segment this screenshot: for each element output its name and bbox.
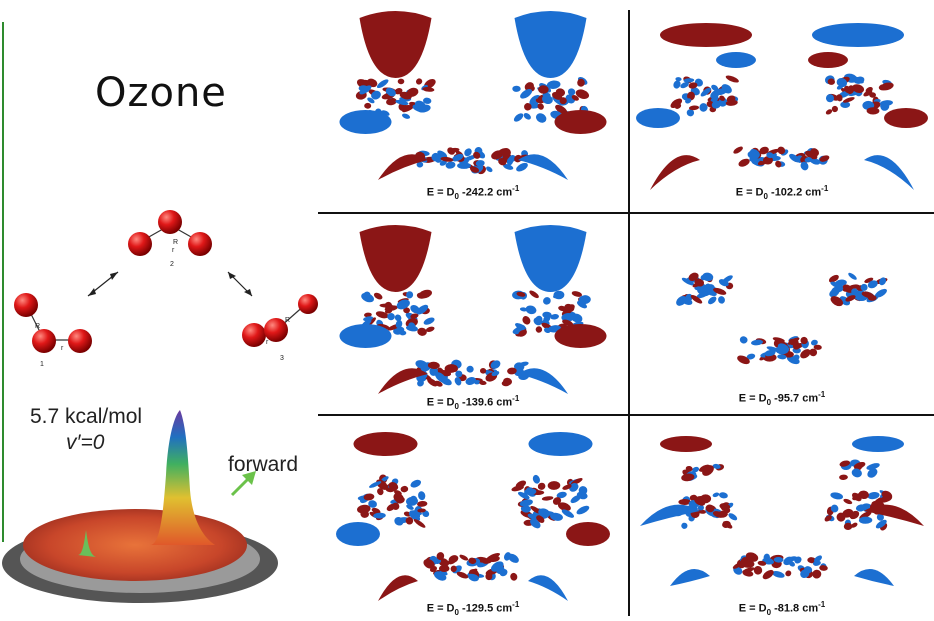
- geometry-2: R r 2: [128, 210, 212, 268]
- grid-divider-h1: [318, 212, 934, 214]
- bond-label-R: R: [173, 239, 178, 246]
- forward-label: forward: [228, 453, 299, 476]
- panel-2: E = D0 -102.2 cm-1: [630, 0, 934, 212]
- geometry-3: R r 3: [242, 294, 318, 362]
- svg-text:R: R: [285, 317, 290, 324]
- geometry-1: R r 1: [14, 293, 92, 368]
- ozone-geometries-diagram: R r 2 R r 1 R r 3: [0, 200, 318, 380]
- panel-2-energy: E = D0 -102.2 cm-1: [735, 184, 829, 201]
- geometry-label-3: 3: [280, 355, 284, 362]
- energy-label: 5.7 kcal/mol: [30, 405, 143, 428]
- geometry-label-1: 1: [40, 361, 44, 368]
- panel-5-energy: E = D0 -129.5 cm-1: [426, 600, 520, 617]
- scattering-surface-plot: 5.7 kcal/mol v′=0 forward: [0, 395, 318, 616]
- panel-4: E = D0 -95.7 cm-1: [630, 214, 934, 414]
- energy-panel-grid: E = D0 -242.2 cm-1 E = D0 -102.2 cm-1 E …: [318, 0, 934, 617]
- panel-1: E = D0 -242.2 cm-1: [318, 0, 628, 212]
- svg-text:r: r: [61, 345, 64, 352]
- geometry-label-2: 2: [170, 261, 174, 268]
- panel-3: E = D0 -139.6 cm-1: [318, 214, 628, 414]
- forward-arrow-head: [242, 471, 256, 485]
- backward-peak: [78, 530, 96, 557]
- accent-line: [2, 22, 4, 542]
- forward-peak: [150, 410, 215, 545]
- panel-4-energy: E = D0 -95.7 cm-1: [738, 390, 826, 407]
- grid-divider-v: [628, 10, 630, 616]
- panel-6-energy: E = D0 -81.8 cm-1: [738, 600, 826, 617]
- svg-text:r: r: [266, 339, 269, 346]
- vibrational-state-label: v′=0: [66, 431, 105, 454]
- panel-1-energy: E = D0 -242.2 cm-1: [426, 184, 520, 201]
- panel-6: E = D0 -81.8 cm-1: [630, 416, 934, 617]
- bond-label-r: r: [172, 247, 175, 254]
- page-title: Ozone: [95, 70, 227, 116]
- svg-text:R: R: [35, 323, 40, 330]
- panel-3-energy: E = D0 -139.6 cm-1: [426, 394, 520, 411]
- grid-divider-h2: [318, 414, 934, 416]
- panel-5: E = D0 -129.5 cm-1: [318, 416, 628, 617]
